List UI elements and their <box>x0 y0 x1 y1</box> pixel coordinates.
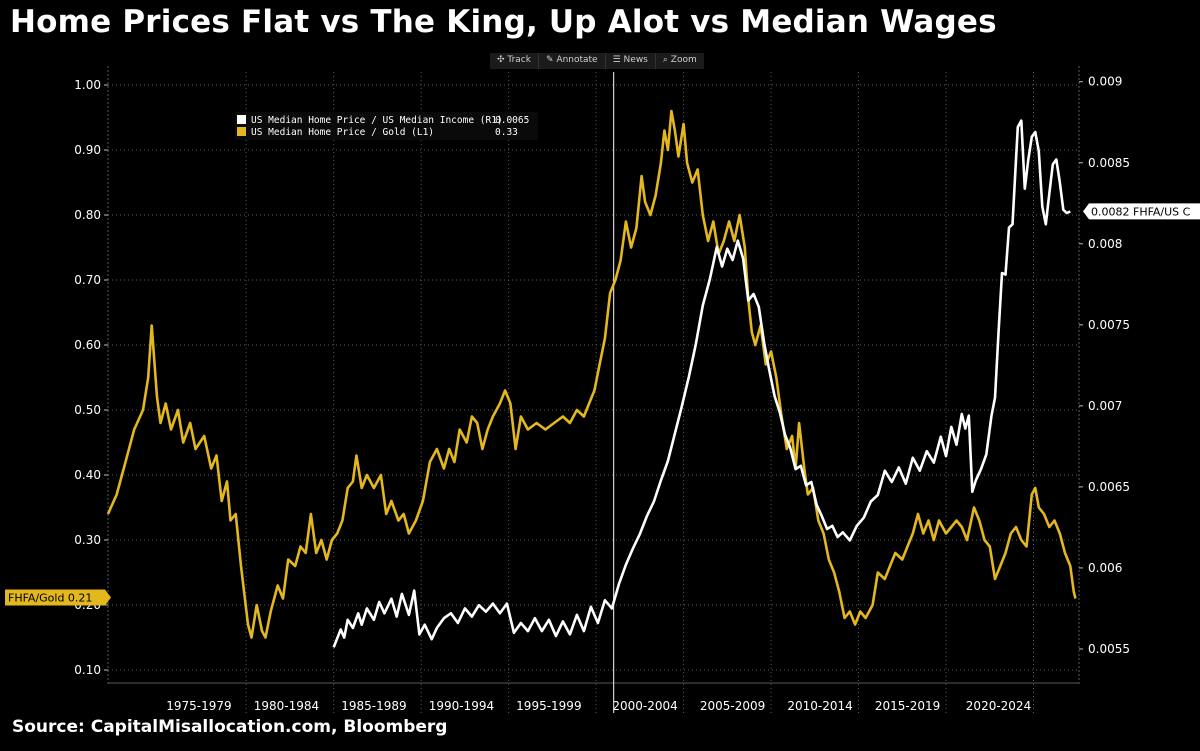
x-tick-label: 1975-1979 <box>166 699 231 713</box>
x-tick-label: 1995-1999 <box>516 699 581 713</box>
left-tick-label: 1.00 <box>74 78 101 92</box>
news-icon: ☰ <box>612 55 621 65</box>
legend-label: US Median Home Price / US Median Income … <box>251 115 503 126</box>
left-tick-label: 0.30 <box>74 533 101 547</box>
chart-toolbar: ✣ Track ✎ Annotate ☰ News ⌕ Zoom <box>490 53 704 69</box>
right-tick-label: 0.009 <box>1088 75 1122 89</box>
left-tick-label: 0.70 <box>74 273 101 287</box>
left-tick-label: 0.90 <box>74 143 101 157</box>
left-end-tag-pointer <box>105 589 111 606</box>
left-tick-label: 0.10 <box>74 663 101 677</box>
right-tick-label: 0.006 <box>1088 561 1122 575</box>
right-end-tag-label: 0.0082 FHFA/US C <box>1091 205 1191 218</box>
legend-box <box>235 112 538 140</box>
legend-value: 0.33 <box>495 127 518 138</box>
gold-ratio-series-line <box>106 109 1077 639</box>
source-note: Source: CapitalMisallocation.com, Bloomb… <box>12 717 448 737</box>
right-tick-label: 0.008 <box>1088 237 1122 251</box>
left-tick-label: 0.40 <box>74 468 101 482</box>
x-tick-label: 2000-2004 <box>612 699 677 713</box>
right-tick-label: 0.0065 <box>1088 480 1130 494</box>
annotate-label: Annotate <box>556 55 598 65</box>
news-label: News <box>623 55 648 65</box>
pen-icon: ✎ <box>545 55 554 65</box>
magnifier-icon: ⌕ <box>662 55 668 65</box>
x-tick-label: 2020-2024 <box>966 699 1031 713</box>
track-label: Track <box>507 55 531 65</box>
legend-value: 0.0065 <box>495 115 529 126</box>
legend-swatch <box>237 127 246 136</box>
x-tick-label: 1990-1994 <box>429 699 494 713</box>
annotate-button[interactable]: ✎ Annotate <box>537 53 605 69</box>
crosshair-icon: ✣ <box>497 55 505 65</box>
left-tick-label: 0.60 <box>74 338 101 352</box>
income-ratio-series-line <box>332 119 1071 648</box>
right-end-tag-pointer <box>1083 203 1089 220</box>
x-tick-label: 1985-1989 <box>341 699 406 713</box>
right-tick-label: 0.0075 <box>1088 318 1130 332</box>
x-tick-label: 2005-2009 <box>700 699 765 713</box>
zoom-button[interactable]: ⌕ Zoom <box>654 53 704 69</box>
track-button[interactable]: ✣ Track <box>490 53 538 69</box>
right-tick-label: 0.007 <box>1088 399 1122 413</box>
x-tick-label: 2015-2019 <box>875 699 940 713</box>
right-tick-label: 0.0055 <box>1088 642 1130 656</box>
chart-title: Home Prices Flat vs The King, Up Alot vs… <box>10 4 997 40</box>
left-end-tag <box>5 589 105 606</box>
x-tick-label: 2010-2014 <box>787 699 852 713</box>
left-tick-label: 0.50 <box>74 403 101 417</box>
zoom-label: Zoom <box>670 55 697 65</box>
x-tick-label: 1980-1984 <box>254 699 319 713</box>
news-button[interactable]: ☰ News <box>604 53 655 69</box>
legend-label: US Median Home Price / Gold (L1) <box>251 127 434 138</box>
right-tick-label: 0.0085 <box>1088 156 1130 170</box>
left-tick-label: 0.80 <box>74 208 101 222</box>
right-end-tag <box>1089 203 1200 220</box>
left-end-tag-label: FHFA/Gold 0.21 <box>8 592 92 605</box>
legend-swatch <box>237 115 246 124</box>
